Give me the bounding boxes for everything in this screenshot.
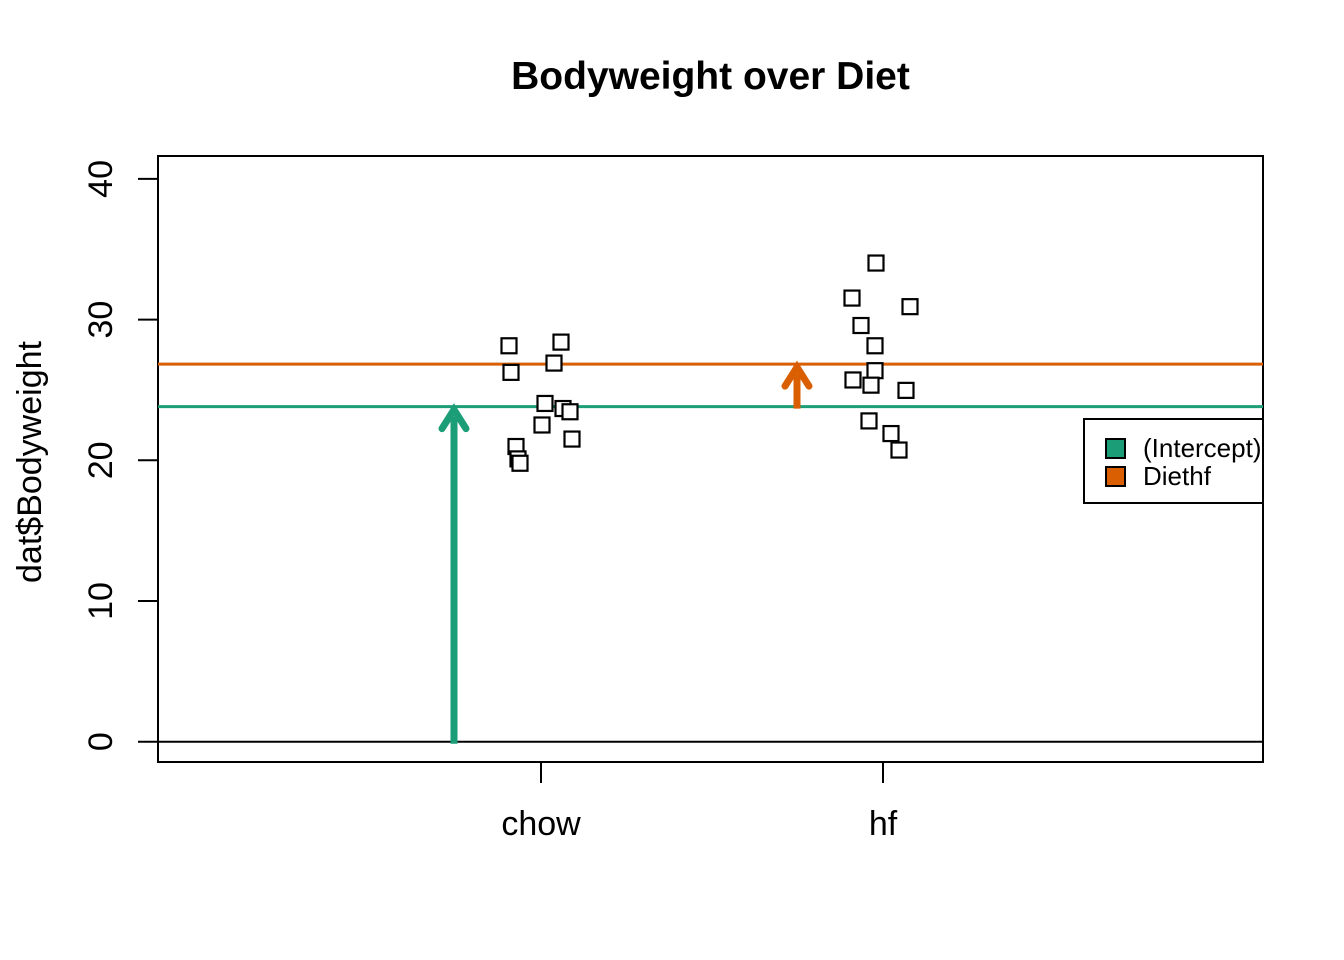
data-point-chow (511, 454, 529, 472)
legend-item-diethf: Diethf (1105, 460, 1262, 491)
data-point-hf (882, 424, 900, 443)
x-tick-label: chow (501, 805, 581, 843)
data-point-hf (860, 412, 878, 430)
data-point-hf (890, 441, 908, 459)
data-point-hf (852, 316, 870, 335)
intercept-arrow-head (438, 403, 470, 433)
data-point-hf (866, 337, 884, 355)
data-point-chow (545, 354, 563, 372)
data-point-chow (552, 333, 570, 351)
legend-item-label: (Intercept) (1143, 432, 1262, 463)
data-point-hf (901, 298, 919, 316)
legend-item-intercept: (Intercept) (1105, 432, 1262, 463)
y-tick-label: 0 (82, 732, 120, 751)
y-tick-label: 20 (82, 441, 120, 479)
y-tick-label: 10 (82, 582, 120, 620)
data-point-hf (862, 376, 880, 394)
data-point-chow (561, 403, 579, 421)
chart-title: Bodyweight over Diet (511, 55, 910, 98)
diethf-swatch-icon (1105, 465, 1126, 487)
intercept-swatch-icon (1105, 437, 1126, 459)
y-axis-label: dat$Bodyweight (11, 341, 49, 583)
x-tick-label: hf (869, 805, 898, 843)
data-point-hf (866, 362, 884, 380)
data-point-hf (897, 381, 915, 399)
legend: (Intercept) Diethf (1083, 418, 1264, 504)
data-point-hf (843, 289, 861, 307)
data-point-hf (844, 371, 862, 389)
data-point-chow (500, 337, 518, 355)
data-point-hf (867, 254, 885, 272)
y-tick-label: 30 (82, 301, 120, 339)
y-tick-label: 40 (82, 160, 120, 198)
data-point-chow (563, 430, 581, 448)
legend-item-label: Diethf (1143, 460, 1211, 491)
data-point-chow (502, 363, 520, 381)
data-point-chow (536, 394, 554, 413)
data-point-chow (533, 416, 551, 434)
diethf-arrow-head (781, 360, 813, 390)
